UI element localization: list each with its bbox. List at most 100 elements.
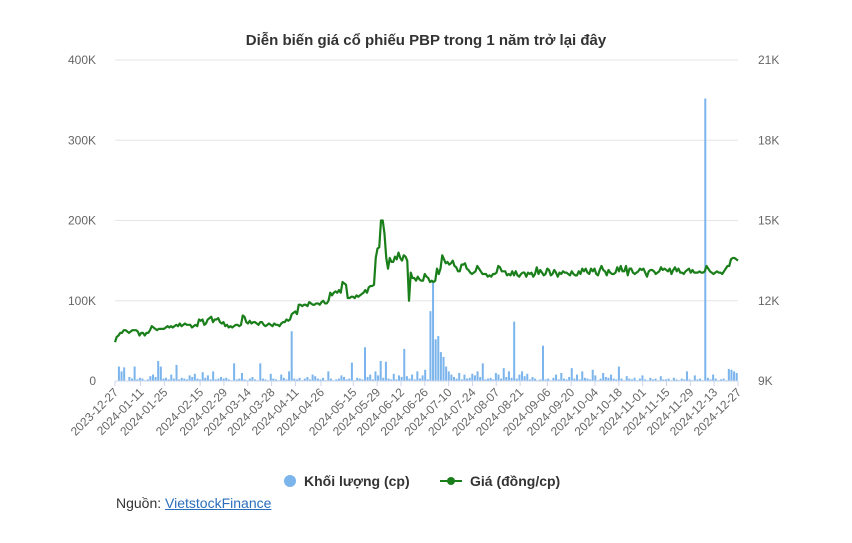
volume-bar <box>416 371 419 381</box>
volume-bar <box>290 331 293 382</box>
volume-bar <box>172 378 175 381</box>
volume-bar <box>591 369 594 381</box>
volume-bar <box>272 378 275 381</box>
volume-bar <box>175 364 178 381</box>
volume-bar <box>411 374 414 381</box>
volume-bar <box>180 377 183 381</box>
volume-bar <box>442 356 445 381</box>
volume-bar <box>392 373 395 381</box>
volume-bar <box>201 372 204 381</box>
volume-bar <box>269 373 272 381</box>
volume-bar <box>356 377 359 381</box>
volume-bar <box>185 379 188 381</box>
price-line <box>113 219 739 343</box>
volume-bar <box>730 369 733 381</box>
y-left-tick-label: 100K <box>68 294 96 308</box>
volume-bar <box>123 367 126 381</box>
legend-item-volume[interactable]: Khối lượng (cp) <box>284 473 410 489</box>
legend-item-price[interactable]: Giá (đồng/cp) <box>440 473 560 489</box>
volume-bar <box>460 379 463 381</box>
y-left-tick-label: 200K <box>68 214 96 228</box>
volume-bar <box>398 375 401 381</box>
volume-bar <box>327 371 330 381</box>
volume-bar <box>183 378 186 381</box>
y-right-tick-label: 9K <box>758 374 773 388</box>
volume-bar <box>714 378 717 381</box>
source-link[interactable]: VietstockFinance <box>165 495 272 511</box>
volume-bar <box>630 379 633 381</box>
volume-bar <box>233 363 236 382</box>
volume-bar <box>131 378 134 381</box>
volume-bar <box>280 374 283 381</box>
x-axis: 2023-12-272024-01-112024-01-252024-02-15… <box>68 380 744 439</box>
volume-bar <box>243 379 246 381</box>
volume-bar <box>151 374 154 381</box>
volume-bar <box>476 371 479 381</box>
volume-bar <box>214 379 217 381</box>
legend-volume-label: Khối lượng (cp) <box>304 473 410 489</box>
volume-bar <box>659 376 662 381</box>
y-axis-left: 0 100K 200K 300K 400K <box>68 53 96 388</box>
volume-bar <box>429 311 432 381</box>
volume-bar <box>343 376 346 381</box>
volume-bar <box>204 377 207 381</box>
volume-bar <box>696 379 699 381</box>
volume-bar <box>560 372 563 382</box>
y-right-tick-label: 18K <box>758 133 779 147</box>
volume-bar <box>235 379 238 381</box>
volume-bar <box>672 377 675 381</box>
volume-bar <box>424 369 427 381</box>
volume-bar <box>502 368 505 381</box>
volume-bar <box>617 366 620 382</box>
volume-bar <box>523 376 526 381</box>
volume-bar <box>620 378 623 381</box>
volume-bar <box>544 379 547 381</box>
volume-bar <box>199 379 202 381</box>
y-left-tick-label: 0 <box>89 374 96 388</box>
volume-bar <box>583 377 586 381</box>
legend[interactable]: Khối lượng (cp) Giá (đồng/cp) <box>284 473 560 489</box>
volume-bar <box>507 371 510 381</box>
volume-bar <box>254 379 257 381</box>
volume-bar <box>706 377 709 381</box>
volume-bar <box>450 374 453 381</box>
volume-bar <box>319 379 322 381</box>
volume-bar <box>625 376 628 381</box>
volume-bar <box>432 280 435 381</box>
volume-bar <box>649 377 652 381</box>
volume-bar <box>555 374 558 381</box>
volume-bar <box>562 378 565 381</box>
volume-bar <box>196 378 199 381</box>
volume-bar <box>733 371 736 381</box>
volume-bar <box>170 374 173 381</box>
y-right-tick-label: 15K <box>758 214 779 228</box>
volume-bar <box>675 379 678 381</box>
volume-bar <box>539 379 542 381</box>
volume-bar <box>395 379 398 381</box>
volume-bar <box>447 371 450 381</box>
volume-bar <box>274 379 277 381</box>
volume-bar <box>298 377 301 381</box>
volume-bar <box>120 371 123 381</box>
volume-bar <box>251 376 254 381</box>
volume-bar <box>685 371 688 381</box>
volume-bar <box>217 378 220 381</box>
volume-bar <box>466 378 469 381</box>
volume-bar <box>133 366 136 382</box>
volume-bar <box>141 378 144 381</box>
volume-bar <box>374 371 377 381</box>
volume-bar <box>638 378 641 381</box>
volume-bar <box>303 378 306 381</box>
volume-bar <box>418 378 421 381</box>
volume-bar <box>510 377 513 381</box>
volume-bar <box>358 378 361 381</box>
volume-bar <box>494 372 497 382</box>
volume-bar <box>727 368 730 381</box>
volume-bar <box>610 374 613 381</box>
volume-bar <box>413 379 416 381</box>
volume-bar <box>366 376 369 381</box>
volume-bar <box>387 378 390 381</box>
volume-bar <box>193 373 196 381</box>
volume-bar <box>220 376 223 381</box>
volume-bar <box>518 374 521 381</box>
